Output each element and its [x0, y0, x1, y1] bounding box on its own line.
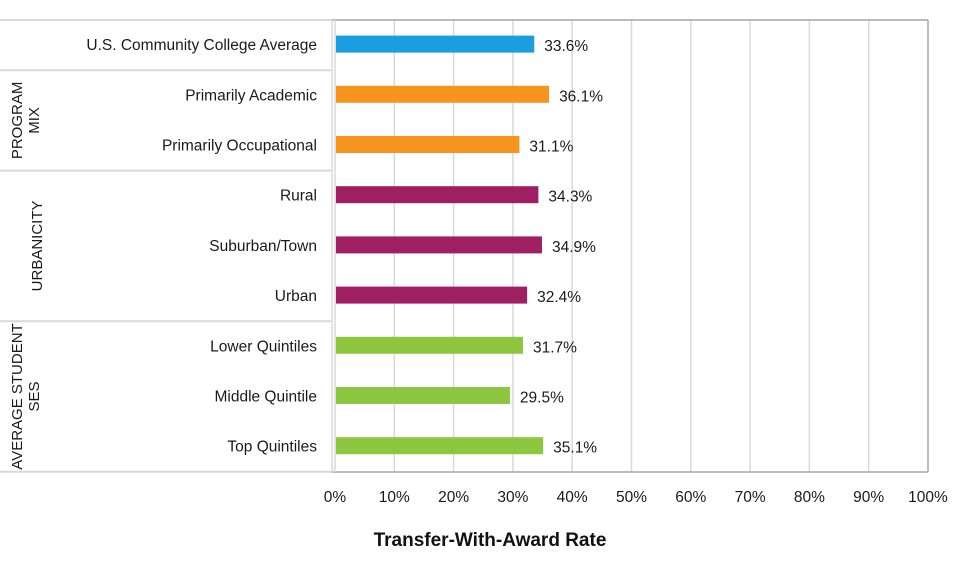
group-label-line: AVERAGE STUDENT: [9, 323, 26, 469]
category-label: Lower Quintiles: [210, 338, 317, 355]
group-label-line: PROGRAM: [9, 82, 26, 160]
x-tick-label: 40%: [557, 489, 588, 506]
data-label: 29.5%: [520, 390, 564, 407]
bar: [336, 336, 523, 354]
category-label: Suburban/Town: [209, 238, 317, 255]
category-label: Urban: [275, 288, 317, 305]
x-tick-label: 50%: [616, 489, 647, 506]
group-label: PROGRAM MIX: [9, 82, 43, 160]
category-label: Rural: [280, 188, 317, 205]
x-tick-label: 90%: [853, 489, 884, 506]
labels: U.S. Community College Average 33.6% Prima…: [86, 37, 603, 457]
x-tick-label: 0%: [324, 489, 347, 506]
category-label: Top Quintiles: [227, 439, 317, 456]
bar: [336, 437, 544, 455]
x-tick-label: 10%: [379, 489, 410, 506]
data-label: 36.1%: [559, 88, 603, 105]
x-tick-label: 30%: [497, 489, 528, 506]
bar: [336, 136, 520, 153]
category-label: Middle Quintile: [214, 389, 317, 406]
group-label-line: MIX: [26, 107, 43, 134]
data-label: 32.4%: [537, 289, 581, 306]
bar: [336, 186, 539, 204]
x-tick-label: 70%: [735, 489, 766, 506]
data-label: 33.6%: [544, 38, 588, 55]
x-tick-label: 60%: [675, 489, 706, 506]
data-label: 35.1%: [553, 440, 597, 457]
category-label: Primarily Academic: [185, 87, 317, 104]
bar: [336, 286, 528, 304]
x-tick-label: 80%: [794, 489, 825, 506]
bar: [336, 35, 535, 53]
group-label: AVERAGE STUDENT SES: [9, 323, 43, 469]
bar: [336, 387, 510, 404]
x-tick-label: 20%: [438, 489, 469, 506]
group-label-line: URBANICITY: [29, 200, 46, 291]
data-label: 31.1%: [529, 139, 573, 156]
data-label: 34.3%: [548, 189, 592, 206]
group-label-line: SES: [26, 381, 43, 411]
data-label: 31.7%: [533, 339, 577, 356]
x-axis-title: Transfer-With-Award Rate: [374, 530, 607, 551]
category-label: U.S. Community College Average: [86, 37, 317, 54]
group-label: URBANICITY: [29, 200, 46, 291]
data-label: 34.9%: [552, 239, 596, 256]
x-axis: 0% 10% 20% 30% 40% 50% 60% 70% 80% 90% 100%: [324, 489, 948, 506]
category-panel: PROGRAM MIX URBANICITY AVERAGE STUDENT SES: [0, 19, 333, 473]
bar: [336, 85, 550, 103]
x-tick-label: 100%: [908, 489, 948, 506]
bar: [336, 236, 542, 254]
category-label: Primarily Occupational: [162, 138, 317, 155]
bars: [336, 35, 550, 455]
